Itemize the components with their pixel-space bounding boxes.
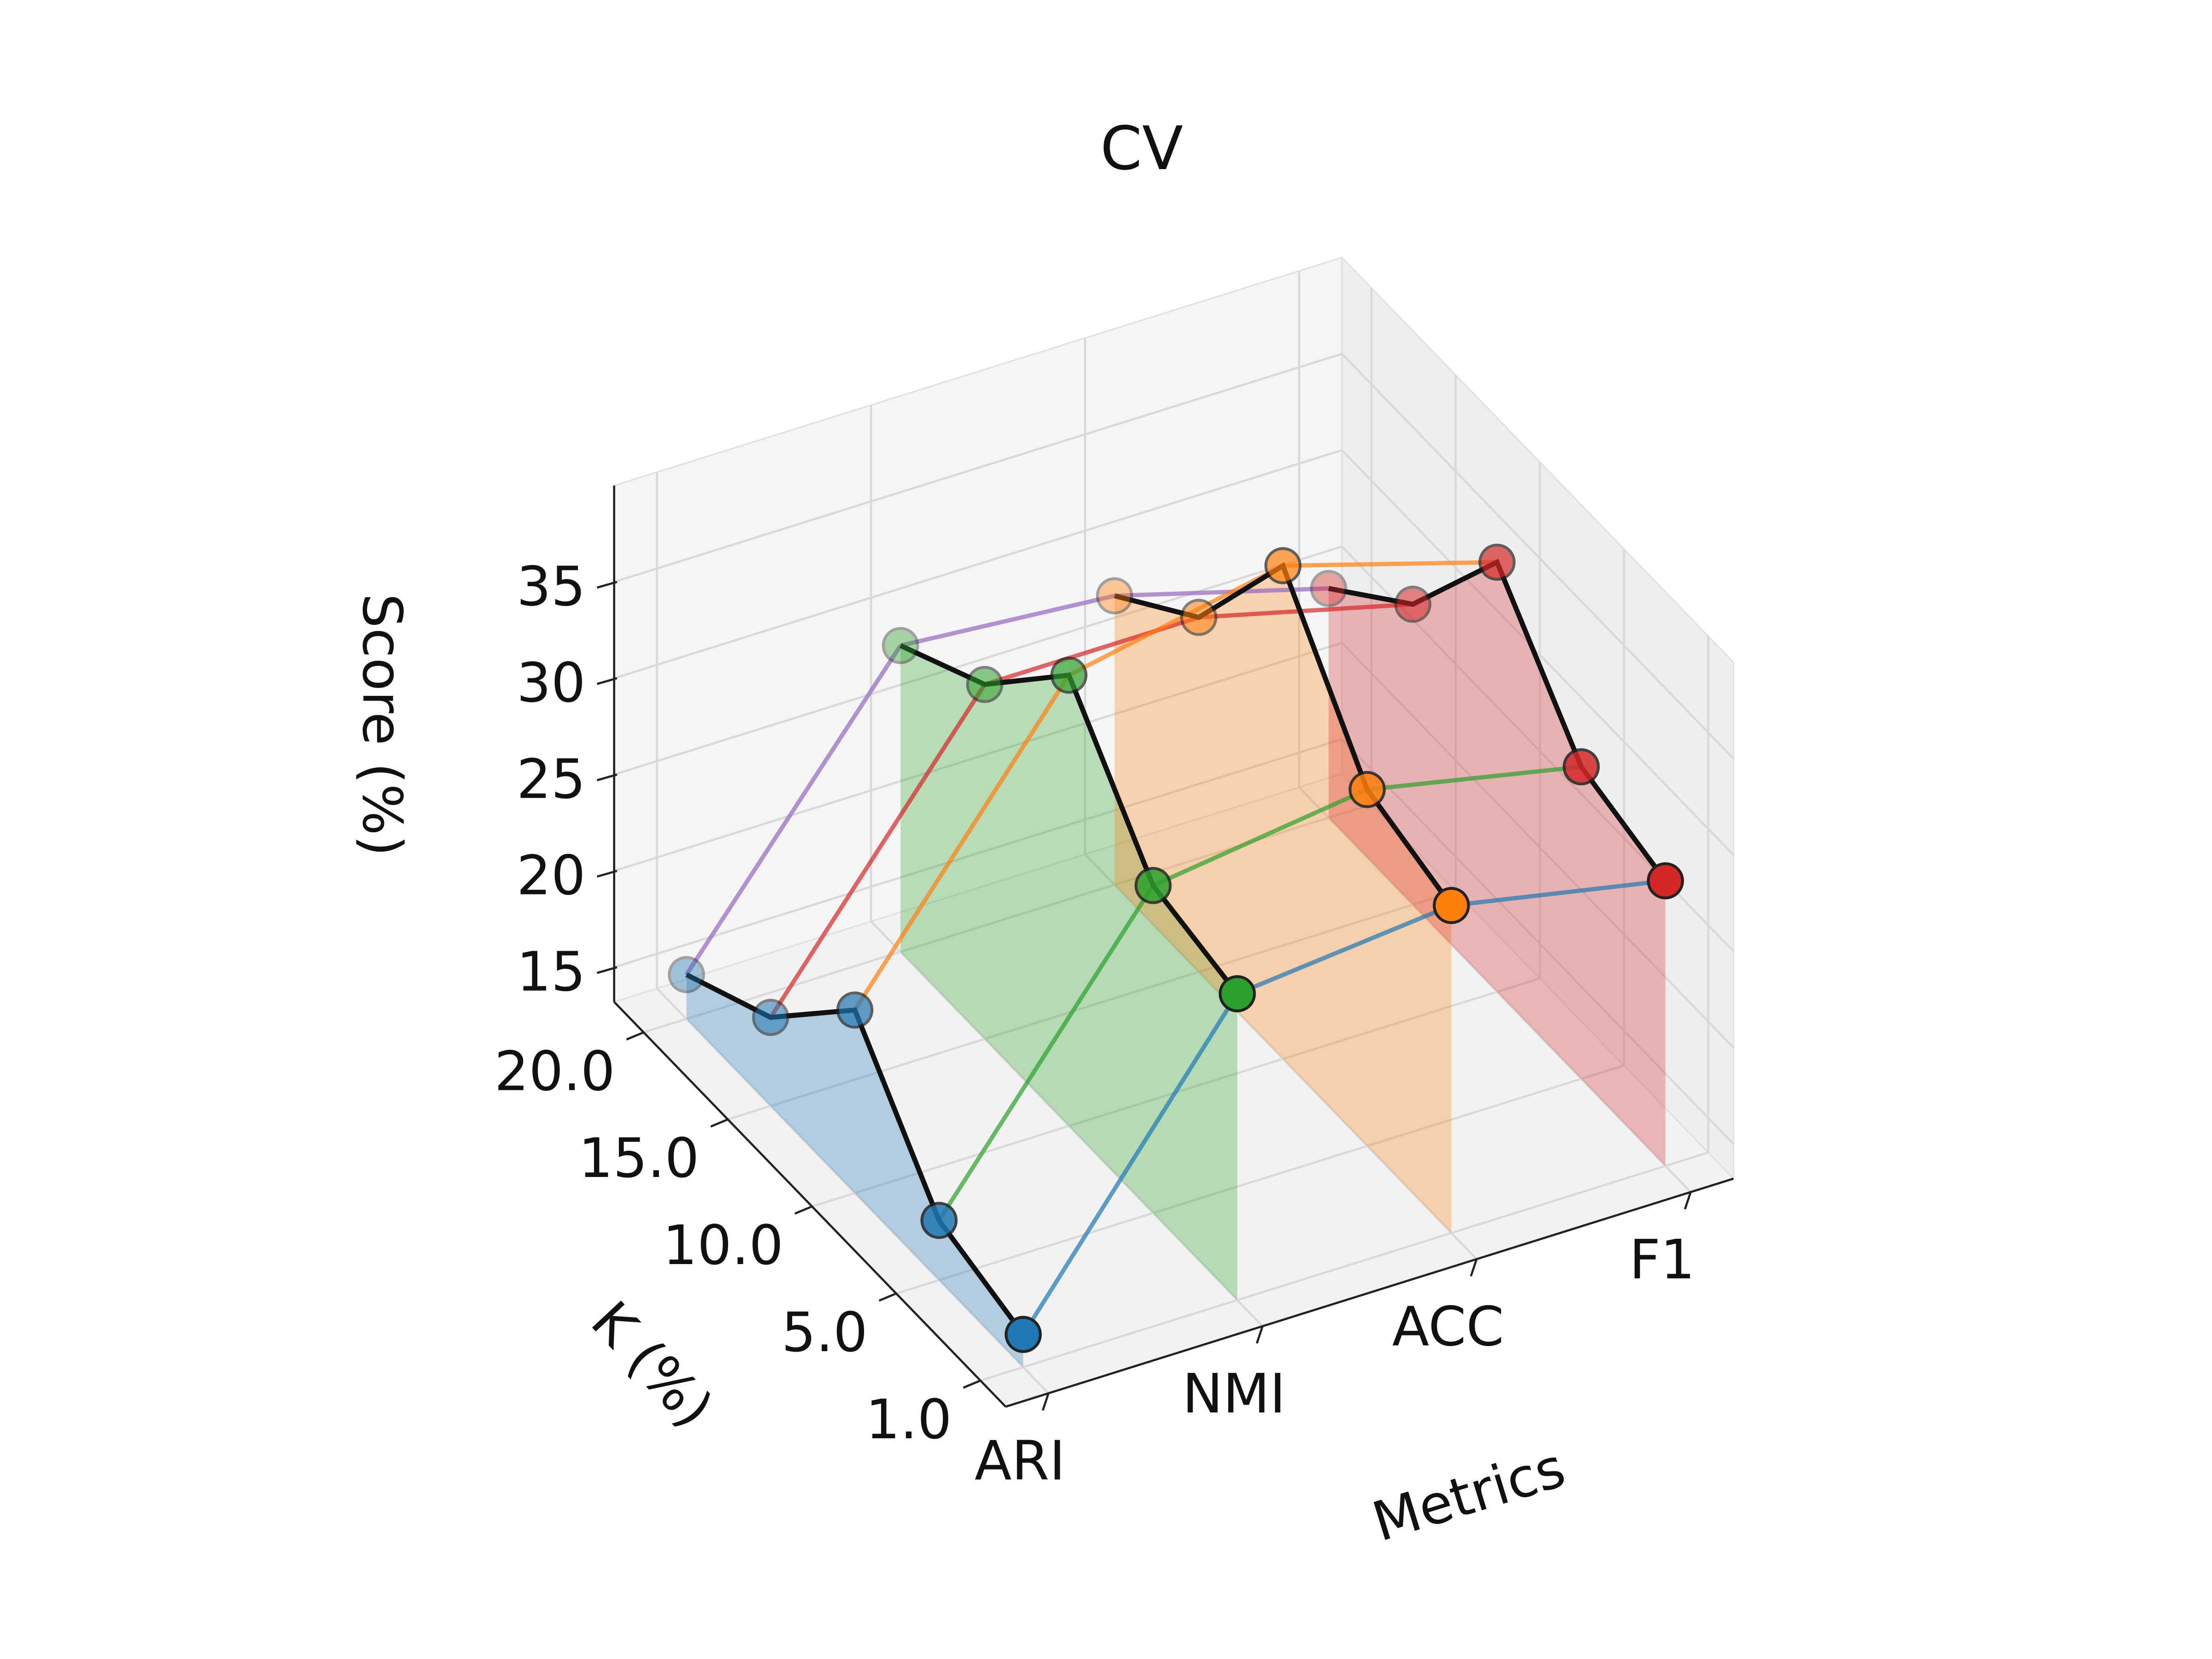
- z-tick-label: 15: [517, 941, 586, 1004]
- k-line: [1152, 788, 1368, 888]
- marker: [1005, 1316, 1042, 1353]
- x-tick-label: NMI: [1182, 1362, 1286, 1425]
- marker: [1134, 867, 1172, 904]
- grid-line: [1084, 853, 1477, 1260]
- y-tick: [878, 1292, 897, 1302]
- k-line: [1199, 602, 1413, 620]
- marker: [1348, 771, 1386, 808]
- k-line: [684, 644, 902, 976]
- marker: [1218, 975, 1256, 1012]
- marker: [836, 991, 874, 1029]
- z-tick: [596, 966, 618, 974]
- marker: [1096, 577, 1133, 615]
- x-tick: [1470, 1259, 1478, 1277]
- k-line: [1451, 878, 1666, 908]
- k-line: [1282, 560, 1497, 568]
- marker: [1180, 599, 1218, 636]
- grid-line: [614, 353, 1342, 583]
- y-tick: [794, 1205, 812, 1215]
- marker: [1647, 862, 1684, 900]
- k-line: [900, 594, 1115, 648]
- z-tick: [596, 773, 618, 782]
- marker: [1050, 656, 1088, 694]
- marker: [882, 627, 919, 665]
- marker: [1394, 585, 1432, 623]
- marker: [1264, 547, 1302, 584]
- grid-line: [980, 1151, 1709, 1382]
- k-line: [1367, 765, 1582, 792]
- side-pane: [1341, 255, 1735, 1181]
- y-tick-label: 15.0: [578, 1127, 699, 1190]
- chart-title: CV: [1100, 113, 1183, 183]
- marker: [1433, 887, 1470, 924]
- y-axis-line: [613, 1001, 1006, 1408]
- k-line: [1068, 564, 1284, 677]
- k-line: [937, 884, 1155, 1222]
- grid-line: [614, 738, 1342, 969]
- z-tick: [596, 870, 618, 878]
- y-tick: [710, 1118, 729, 1128]
- z-tick-label: 35: [517, 555, 586, 618]
- z-axis-label: Score (%): [350, 594, 413, 857]
- x-tick-label: F1: [1630, 1228, 1695, 1291]
- y-tick-label: 1.0: [865, 1388, 952, 1451]
- grid-line: [1341, 449, 1735, 856]
- z-tick-label: 30: [517, 652, 586, 715]
- marker: [966, 665, 1004, 703]
- grid-line: [1341, 738, 1735, 1145]
- marker: [1562, 748, 1600, 786]
- marker: [1478, 543, 1516, 581]
- y-tick-label: 10.0: [663, 1214, 783, 1277]
- z-tick-label: 25: [517, 748, 586, 811]
- x-tick: [1684, 1192, 1692, 1210]
- marker: [668, 956, 705, 994]
- grid-line: [870, 920, 1264, 1327]
- x-axis-line: [1005, 1177, 1734, 1408]
- y-tick-label: 5.0: [782, 1301, 868, 1364]
- k-line: [853, 674, 1071, 1012]
- k-line: [1236, 903, 1453, 996]
- x-tick-label: ARI: [975, 1429, 1065, 1492]
- y-tick: [963, 1379, 981, 1389]
- marker: [1310, 570, 1347, 607]
- grid-line: [727, 890, 1456, 1121]
- marker: [752, 999, 789, 1036]
- grid-line: [1341, 642, 1735, 1048]
- k-line: [769, 683, 987, 1019]
- grid-line: [1298, 786, 1692, 1193]
- grid-line: [896, 1064, 1624, 1295]
- k-line: [1021, 992, 1239, 1336]
- x-tick-label: ACC: [1392, 1295, 1504, 1358]
- marker: [920, 1201, 958, 1239]
- y-tick: [626, 1031, 644, 1041]
- x-tick: [1256, 1326, 1264, 1344]
- grid-line: [1341, 353, 1735, 759]
- z-tick: [596, 677, 618, 685]
- area: [686, 974, 1024, 1367]
- area: [1329, 562, 1665, 1166]
- z-tick-label: 20: [517, 844, 586, 907]
- grid-line: [614, 449, 1342, 679]
- plot-area: [668, 543, 1684, 1367]
- grid-line: [656, 988, 1049, 1394]
- area: [1114, 565, 1452, 1233]
- z-tick: [596, 581, 618, 589]
- grid-line: [614, 545, 1342, 776]
- y-tick-label: 20.0: [494, 1040, 615, 1103]
- grid-line: [614, 641, 1342, 872]
- x-tick: [1041, 1393, 1050, 1411]
